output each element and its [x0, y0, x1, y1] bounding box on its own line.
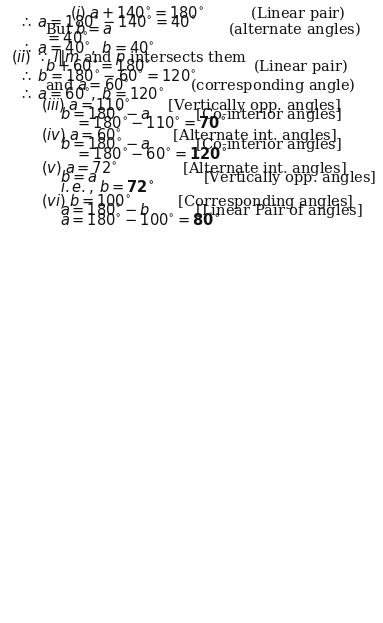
Text: and $a = 60^{\circ}$             (corresponding angle): and $a = 60^{\circ}$ (corresponding angl…	[45, 75, 355, 95]
Text: $(ii)\; \because\; l \| m$ and $p$ intersects them: $(ii)\; \because\; l \| m$ and $p$ inter…	[11, 47, 247, 67]
Text: $b = 180^{\circ} - a$          [Co-interior angles]: $b = 180^{\circ} - a$ [Co-interior angle…	[60, 105, 342, 124]
Text: $b = a$                       [Vertically opp. angles]: $b = a$ [Vertically opp. angles]	[60, 168, 376, 188]
Text: $= 40^{\circ}$: $= 40^{\circ}$	[45, 31, 88, 46]
Text: $= 180^{\circ} - 110^{\circ} = \mathbf{70^{\circ}}$: $= 180^{\circ} - 110^{\circ} = \mathbf{7…	[75, 115, 226, 131]
Text: $b = 180^{\circ} - a$          [Co-interior angles]: $b = 180^{\circ} - a$ [Co-interior angle…	[60, 135, 342, 155]
Text: $a = 180^{\circ} - b$          [Linear Pair of angles]: $a = 180^{\circ} - b$ [Linear Pair of an…	[60, 201, 362, 221]
Text: $b + 60^{\circ} = 180^{\circ}$                      (Linear pair): $b + 60^{\circ} = 180^{\circ}$ (Linear p…	[45, 57, 348, 76]
Text: $\therefore\; a = 60^{\circ},\; b = 120^{\circ}$: $\therefore\; a = 60^{\circ},\; b = 120^…	[19, 85, 164, 103]
Text: $\therefore\; a = 180^{\circ} - 140^{\circ} = 40^{\circ}$: $\therefore\; a = 180^{\circ} - 140^{\ci…	[19, 14, 196, 29]
Text: $(vi)\; b = 100^{\circ}$          [Corresponding angles]: $(vi)\; b = 100^{\circ}$ [Corresponding …	[41, 192, 354, 211]
Text: $(v)\; a = 72^{\circ}$              [Alternate int. angles]: $(v)\; a = 72^{\circ}$ [Alternate int. a…	[41, 159, 347, 178]
Text: $(iv)\; a = 60^{\circ}$           [Alternate int. angles]: $(iv)\; a = 60^{\circ}$ [Alternate int. …	[41, 126, 337, 145]
Text: $(iii)\; a = 110^{\circ}$        [Vertically opp. angles]: $(iii)\; a = 110^{\circ}$ [Vertically op…	[41, 95, 341, 115]
Text: $(i)\; a + 140^{\circ} = 180^{\circ}$          (Linear pair): $(i)\; a + 140^{\circ} = 180^{\circ}$ (L…	[70, 4, 346, 22]
Text: $a = 180^{\circ} - 100^{\circ} = \mathbf{80^{\circ}}$: $a = 180^{\circ} - 100^{\circ} = \mathbf…	[60, 212, 220, 228]
Text: $i.e.,\; b = \mathbf{72^{\circ}}$: $i.e.,\; b = \mathbf{72^{\circ}}$	[60, 178, 154, 196]
Text: But $b = a$                         (alternate angles): But $b = a$ (alternate angles)	[45, 21, 361, 39]
Text: $\therefore\; a = 40^{\circ},\; b = 40^{\circ}$: $\therefore\; a = 40^{\circ},\; b = 40^{…	[19, 39, 154, 57]
Text: $\therefore\; b = 180^{\circ} - 60^{\circ} = 120^{\circ}$: $\therefore\; b = 180^{\circ} - 60^{\cir…	[19, 68, 196, 84]
Text: $= 180^{\circ} - 60^{\circ} = \mathbf{120^{\circ}}$: $= 180^{\circ} - 60^{\circ} = \mathbf{12…	[75, 146, 226, 162]
